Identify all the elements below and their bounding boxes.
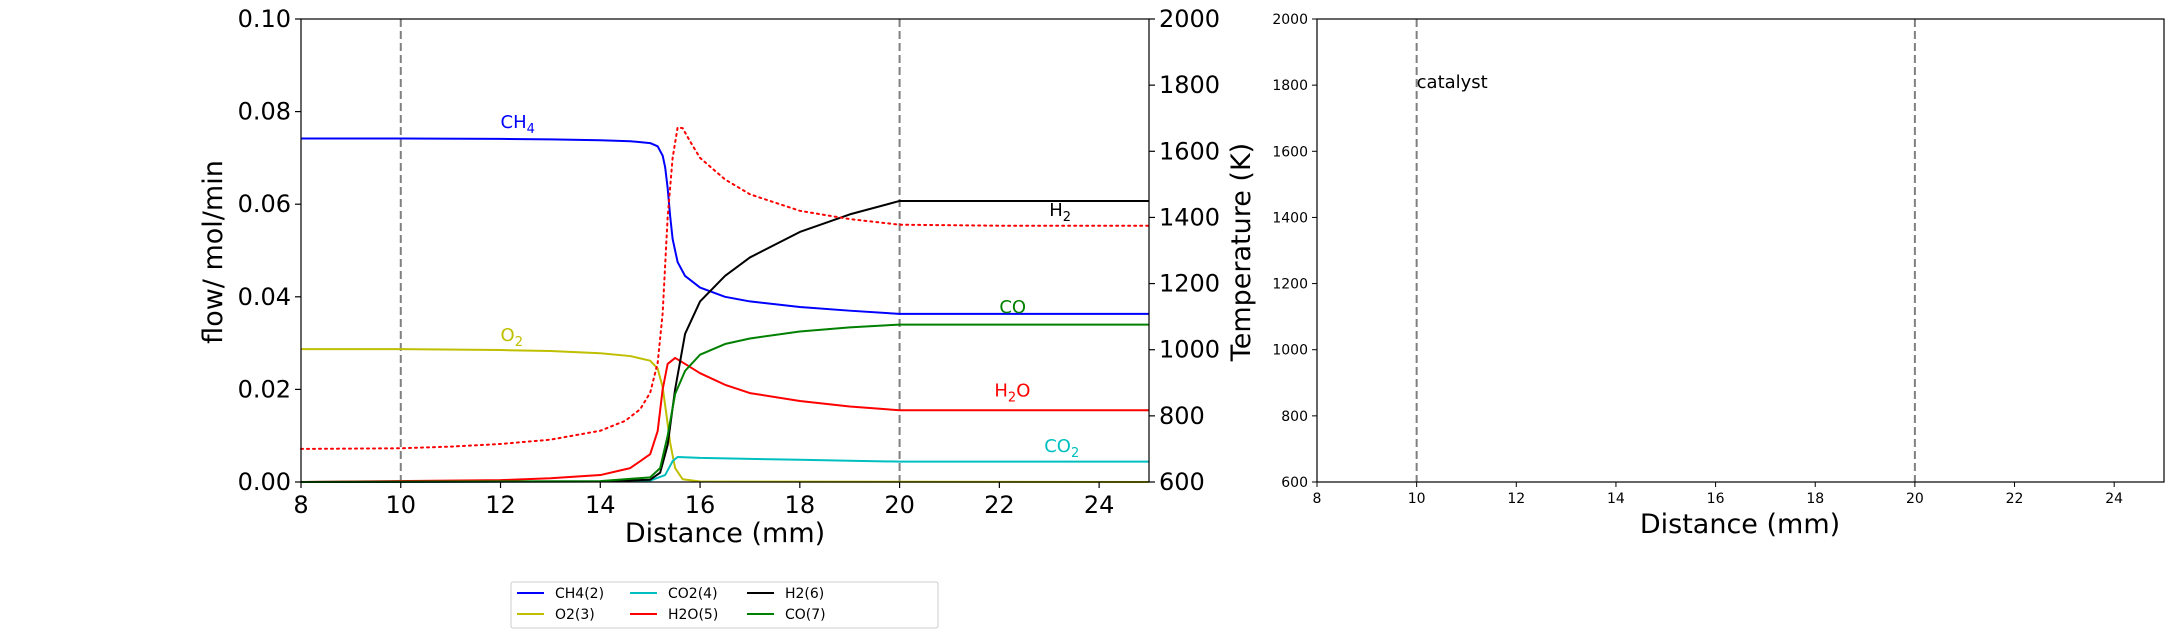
right-x-tick-label: 20 — [1906, 491, 1924, 507]
left-y-tick-label: 0.10 — [238, 5, 291, 33]
right-y-tick-label: 1000 — [1272, 343, 1308, 359]
left-x-tick-label: 12 — [485, 491, 516, 519]
series-line-h2-6 — [300, 199, 1149, 483]
left-x-tick-label: 14 — [585, 491, 616, 519]
left-y-tick-label: 0.06 — [238, 190, 291, 218]
legend-label-h2-6: H2(6) — [785, 586, 824, 602]
right-x-tick-label: 12 — [1507, 491, 1525, 507]
left-y2-tick-label: 1800 — [1159, 71, 1220, 99]
left-y-tick-label: 0.04 — [238, 283, 291, 311]
left-catalyst-lines — [399, 19, 901, 482]
left-x-tick-label: 22 — [984, 491, 1015, 519]
left-y2-tick-label: 2000 — [1159, 5, 1220, 33]
right-chart: catalyst 8 10 12 14 16 18 20 22 24 600 800 1000 120… — [1272, 12, 2165, 540]
right-y-tick-label: 800 — [1281, 409, 1308, 425]
legend-label-ch4-2: CH4(2) — [555, 586, 604, 602]
left-plot-frame — [300, 18, 1150, 483]
right-x-tick-label: 18 — [1806, 491, 1824, 507]
left-x-tick-label: 20 — [884, 491, 915, 519]
left-x-tick-label: 10 — [385, 491, 416, 519]
right-x-tick-label: 10 — [1408, 491, 1426, 507]
left-y-tick-label: 0.00 — [238, 468, 291, 496]
left-y2-tick-label: 1400 — [1159, 203, 1220, 231]
right-plot-frame — [1316, 18, 2165, 483]
right-x-axis-title: Distance (mm) — [1640, 509, 1840, 540]
series-line-ch4-2 — [301, 137, 1149, 315]
left-y2-tick-label: 800 — [1159, 402, 1205, 430]
legend: CH4(2) O2(3) CO2(4) H2O(5) H2(6) CO(7) — [510, 581, 939, 629]
catalyst-annotation: catalyst — [1417, 72, 1488, 93]
series-line-o2-3 — [301, 348, 1150, 483]
left-x-tick-label: 16 — [685, 491, 716, 519]
right-x-axis: 8 10 12 14 16 18 20 22 24 — [1313, 482, 2123, 507]
left-x-axis: 8 10 12 14 16 18 20 22 24 — [293, 482, 1114, 519]
left-series-labels: CH4 O2 H2 CO H2O CO2 — [501, 112, 1080, 461]
right-x-tick-label: 24 — [2105, 491, 2123, 507]
left-y2-axis: 600 800 1000 1200 1400 1600 1800 2000 — [1149, 5, 1220, 496]
legend-label-co-7: CO(7) — [785, 607, 826, 623]
left-y2-tick-label: 1600 — [1159, 137, 1220, 165]
legend-label-o2-3: O2(3) — [555, 607, 595, 623]
label-ch4: CH4 — [501, 112, 535, 137]
left-chart: CH4 O2 H2 CO H2O CO2 8 10 12 14 16 18 20 22 24 0… — [198, 5, 1257, 549]
right-catalyst-lines — [1415, 19, 1916, 482]
left-y2-axis-title: Temperature (K) — [1226, 143, 1257, 362]
temperature-line — [300, 126, 1150, 450]
left-y2-tick-label: 1200 — [1159, 270, 1220, 298]
legend-label-co2-4: CO2(4) — [668, 586, 718, 602]
left-x-tick-label: 18 — [785, 491, 816, 519]
label-h2o: H2O — [994, 380, 1030, 405]
legend-label-h2o-5: H2O(5) — [668, 607, 718, 623]
label-co: CO — [999, 297, 1026, 318]
left-y-tick-label: 0.08 — [238, 98, 291, 126]
left-plot-background — [301, 19, 1149, 482]
right-y-tick-label: 1600 — [1272, 144, 1308, 160]
series-line-co-7 — [300, 323, 1149, 483]
legend-items: CH4(2) O2(3) CO2(4) H2O(5) H2(6) CO(7) — [517, 586, 826, 623]
left-y-tick-label: 0.02 — [238, 375, 291, 403]
right-x-tick-label: 8 — [1313, 491, 1322, 507]
left-x-axis-title: Distance (mm) — [625, 518, 825, 549]
left-y2-tick-label: 1000 — [1159, 336, 1220, 364]
label-co2: CO2 — [1044, 436, 1079, 461]
left-series-group — [300, 126, 1150, 483]
right-y-tick-label: 1800 — [1272, 78, 1308, 94]
left-y2-tick-label: 600 — [1159, 468, 1205, 496]
right-y-tick-label: 1200 — [1272, 277, 1308, 293]
right-y-tick-label: 600 — [1281, 475, 1308, 491]
right-plot-background — [1317, 19, 2164, 482]
right-x-tick-label: 16 — [1707, 491, 1725, 507]
legend-frame — [510, 581, 939, 629]
right-y-tick-label: 2000 — [1272, 12, 1308, 28]
left-x-tick-label: 8 — [293, 491, 308, 519]
right-x-tick-label: 22 — [2006, 491, 2024, 507]
left-x-tick-label: 24 — [1084, 491, 1115, 519]
label-h2: H2 — [1049, 200, 1071, 225]
right-y-tick-label: 1400 — [1272, 210, 1308, 226]
series-line-h2o-5 — [300, 356, 1149, 483]
right-y-axis: 600 800 1000 1200 1400 1600 1800 2000 — [1272, 12, 1317, 491]
right-x-tick-label: 14 — [1607, 491, 1625, 507]
left-y-axis-title: flow/ mol/min — [198, 160, 229, 344]
left-y-axis: 0.00 0.02 0.04 0.06 0.08 0.10 — [238, 5, 301, 496]
label-o2: O2 — [501, 325, 523, 350]
